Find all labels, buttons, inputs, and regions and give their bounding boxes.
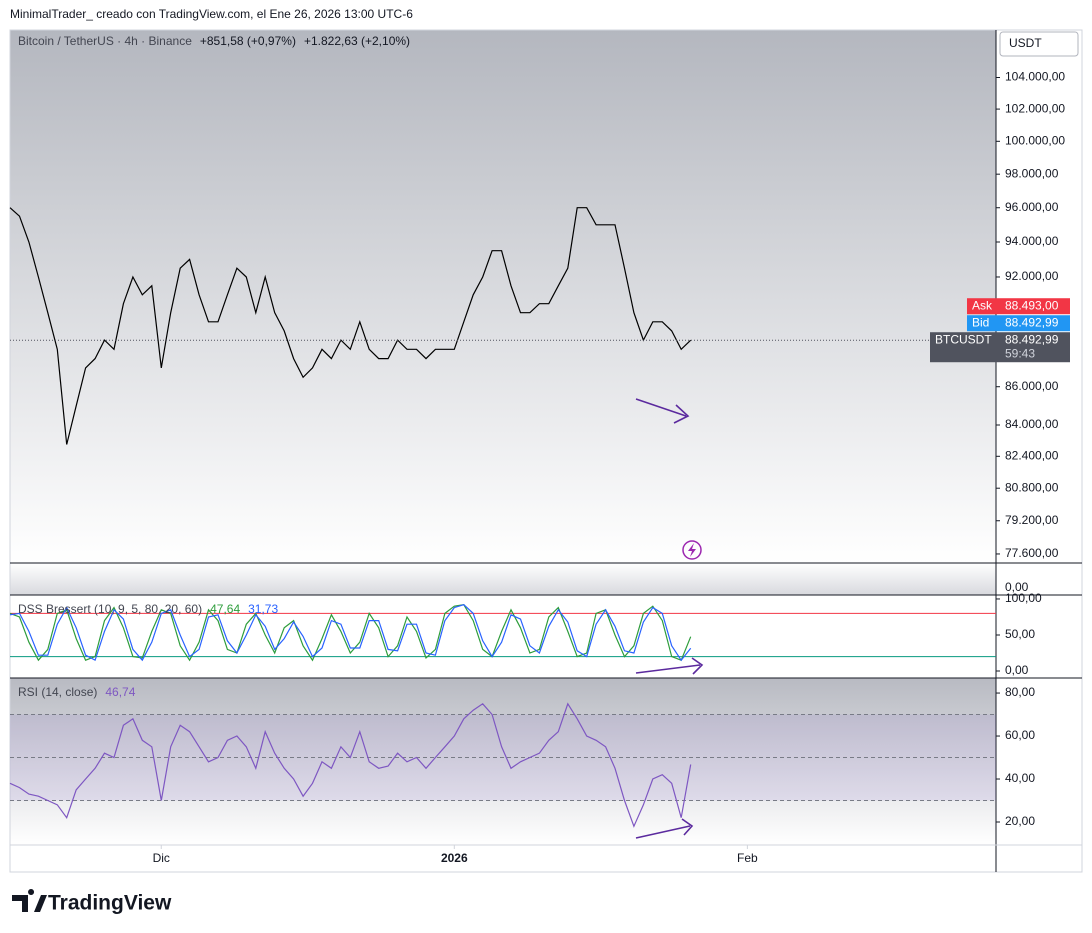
price-label-name: Ask (972, 298, 993, 312)
price-label-box (967, 298, 1070, 315)
price-label-name: Bid (972, 315, 989, 329)
y-tick-label: 40,00 (1005, 771, 1035, 785)
lightning-icon[interactable] (682, 540, 702, 560)
change: +851,58 (+0,97%) (200, 34, 296, 48)
study-title: RSI (14, close) (18, 685, 97, 699)
countdown: 59:43 (1005, 346, 1035, 360)
x-tick-label: Feb (737, 851, 758, 865)
study-legend: DSS Bressert (10, 9, 5, 80, 20, 60) 47,64… (18, 602, 278, 616)
study-value: 31,73 (248, 602, 278, 616)
rsi-pane (10, 678, 996, 845)
frame (9, 29, 1083, 873)
series-line (9, 604, 692, 662)
study-value: 47,64 (210, 602, 240, 616)
y-tick-label: 98.000,00 (1005, 166, 1059, 180)
change: +1.822,63 (+2,10%) (304, 34, 410, 48)
y-tick-label: 77.600,00 (1005, 546, 1059, 560)
price-label-value: 88.493,00 (1005, 298, 1059, 312)
y-tick-label: 80,00 (1005, 685, 1035, 699)
price-label-name: BTCUSDT (935, 332, 992, 346)
y-tick-label: 100.000,00 (1005, 133, 1065, 147)
y-tick-label: 84.000,00 (1005, 417, 1059, 431)
y-tick-label: 0,00 (1005, 580, 1029, 594)
currency: USDT (1009, 36, 1042, 50)
price-label-value: 88.492,99 (1005, 332, 1059, 346)
y-tick-label: 80.800,00 (1005, 480, 1059, 494)
price-label-box (967, 315, 1070, 332)
annotation-arrows (635, 398, 704, 839)
arrow (635, 818, 694, 839)
y-tick-label: 96.000,00 (1005, 200, 1059, 214)
y-tick-label: 50,00 (1005, 627, 1035, 641)
currency-button[interactable] (999, 31, 1079, 57)
credit: MinimalTrader_ creado con TradingView.co… (10, 7, 413, 21)
symbol-line: Bitcoin / TetherUS · 4h · Binance +851,58… (18, 34, 410, 48)
y-tick-label: 86.000,00 (1005, 379, 1059, 393)
series-line (9, 207, 692, 445)
symbol: Bitcoin / TetherUS · 4h · Binance (18, 34, 192, 48)
y-tick-label: 0,00 (1005, 663, 1029, 677)
y-tick-label: 82.400,00 (1005, 448, 1059, 462)
y-tick-label: 79.200,00 (1005, 513, 1059, 527)
arrow (635, 398, 690, 424)
y-tick-label: 100,00 (1005, 591, 1042, 605)
price-label-value: 88.492,99 (1005, 315, 1059, 329)
x-tick-label: 2026 (441, 851, 468, 865)
y-tick-label: 60,00 (1005, 728, 1035, 742)
x-tick-label: Dic (153, 851, 170, 865)
logo: TradingView (12, 889, 172, 915)
price-pane (10, 30, 996, 563)
y-tick-label: 102.000,00 (1005, 101, 1065, 115)
arrow (635, 657, 704, 675)
study-value: 46,74 (105, 685, 135, 699)
series-line (9, 604, 692, 662)
study-title: DSS Bressert (10, 9, 5, 80, 20, 60) (18, 602, 202, 616)
y-tick-label: 20,00 (1005, 814, 1035, 828)
empty-pane (10, 563, 996, 595)
logo-text: TradingView (48, 892, 172, 915)
series-line (9, 702, 692, 828)
study-legend: RSI (14, close) 46,74 (18, 685, 136, 699)
price-label-box (930, 332, 1070, 363)
y-tick-label: 104.000,00 (1005, 70, 1065, 84)
y-tick-label: 94.000,00 (1005, 234, 1059, 248)
y-tick-label: 92.000,00 (1005, 269, 1059, 283)
